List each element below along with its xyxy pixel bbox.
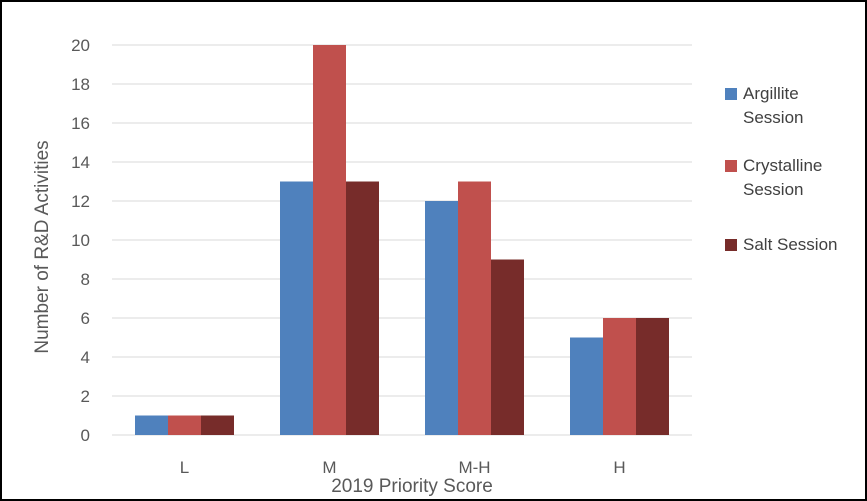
legend: Argillite Session Crystalline Session Salt S… [725, 84, 838, 254]
bar [491, 259, 524, 435]
bar [425, 201, 458, 435]
y-tick-label: 4 [81, 348, 90, 367]
y-tick-label: 10 [71, 231, 90, 250]
legend-label: Session [743, 180, 803, 199]
bar [570, 337, 603, 435]
legend-label: Argillite [743, 84, 799, 103]
y-tick-label: 0 [81, 426, 90, 445]
bar [280, 181, 313, 435]
bar [346, 181, 379, 435]
x-tick-label: M [322, 458, 336, 477]
bar [168, 415, 201, 435]
x-tick-label: L [180, 458, 189, 477]
legend-label: Crystalline [743, 156, 822, 175]
bars [135, 45, 669, 435]
legend-swatch [725, 88, 737, 100]
bar [201, 415, 234, 435]
legend-label: Salt Session [743, 235, 838, 254]
bar [458, 181, 491, 435]
x-tick-labels: L M M-H H [180, 458, 626, 477]
x-tick-label: H [613, 458, 625, 477]
bar [603, 318, 636, 435]
legend-swatch [725, 160, 737, 172]
y-tick-label: 16 [71, 114, 90, 133]
y-tick-label: 18 [71, 75, 90, 94]
y-tick-label: 6 [81, 309, 90, 328]
y-tick-label: 8 [81, 270, 90, 289]
gridlines [112, 44, 692, 436]
bar [135, 415, 168, 435]
bar [313, 45, 346, 435]
y-axis-title: Number of R&D Activities [32, 140, 53, 353]
legend-label: Session [743, 108, 803, 127]
bar [636, 318, 669, 435]
y-tick-label: 2 [81, 387, 90, 406]
y-tick-labels: 0 2 4 6 8 10 12 14 16 18 20 [71, 36, 90, 445]
legend-swatch [725, 239, 737, 251]
x-axis-title: 2019 Priority Score [331, 476, 493, 497]
y-tick-label: 12 [71, 192, 90, 211]
y-tick-label: 14 [71, 153, 90, 172]
y-tick-label: 20 [71, 36, 90, 55]
x-tick-label: M-H [458, 458, 490, 477]
